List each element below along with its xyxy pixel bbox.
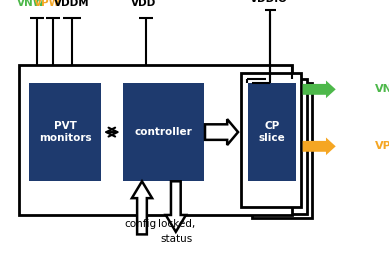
FancyArrow shape [303, 81, 336, 98]
Text: VPW: VPW [34, 0, 61, 8]
Text: VDD: VDD [131, 0, 156, 8]
Text: locked,: locked, [158, 219, 196, 229]
Text: VDDM: VDDM [54, 0, 90, 8]
Text: controller: controller [135, 127, 192, 137]
Bar [241, 73, 301, 207]
FancyArrow shape [166, 181, 186, 232]
Text: PVT
monitors: PVT monitors [39, 121, 92, 143]
Text: VPW: VPW [375, 141, 389, 151]
Bar [247, 79, 307, 214]
Bar [29, 83, 101, 181]
FancyArrow shape [303, 138, 336, 155]
Bar [252, 83, 312, 218]
Text: VNW: VNW [17, 0, 45, 8]
Bar [248, 83, 296, 181]
Bar [19, 65, 292, 215]
Text: config: config [124, 219, 156, 229]
Text: VNW: VNW [375, 84, 389, 94]
Text: status: status [161, 234, 193, 244]
FancyArrow shape [205, 119, 238, 145]
Bar [123, 83, 204, 181]
Text: VDDIO: VDDIO [249, 0, 287, 4]
FancyArrow shape [132, 181, 152, 234]
Text: CP
slice: CP slice [259, 121, 285, 143]
